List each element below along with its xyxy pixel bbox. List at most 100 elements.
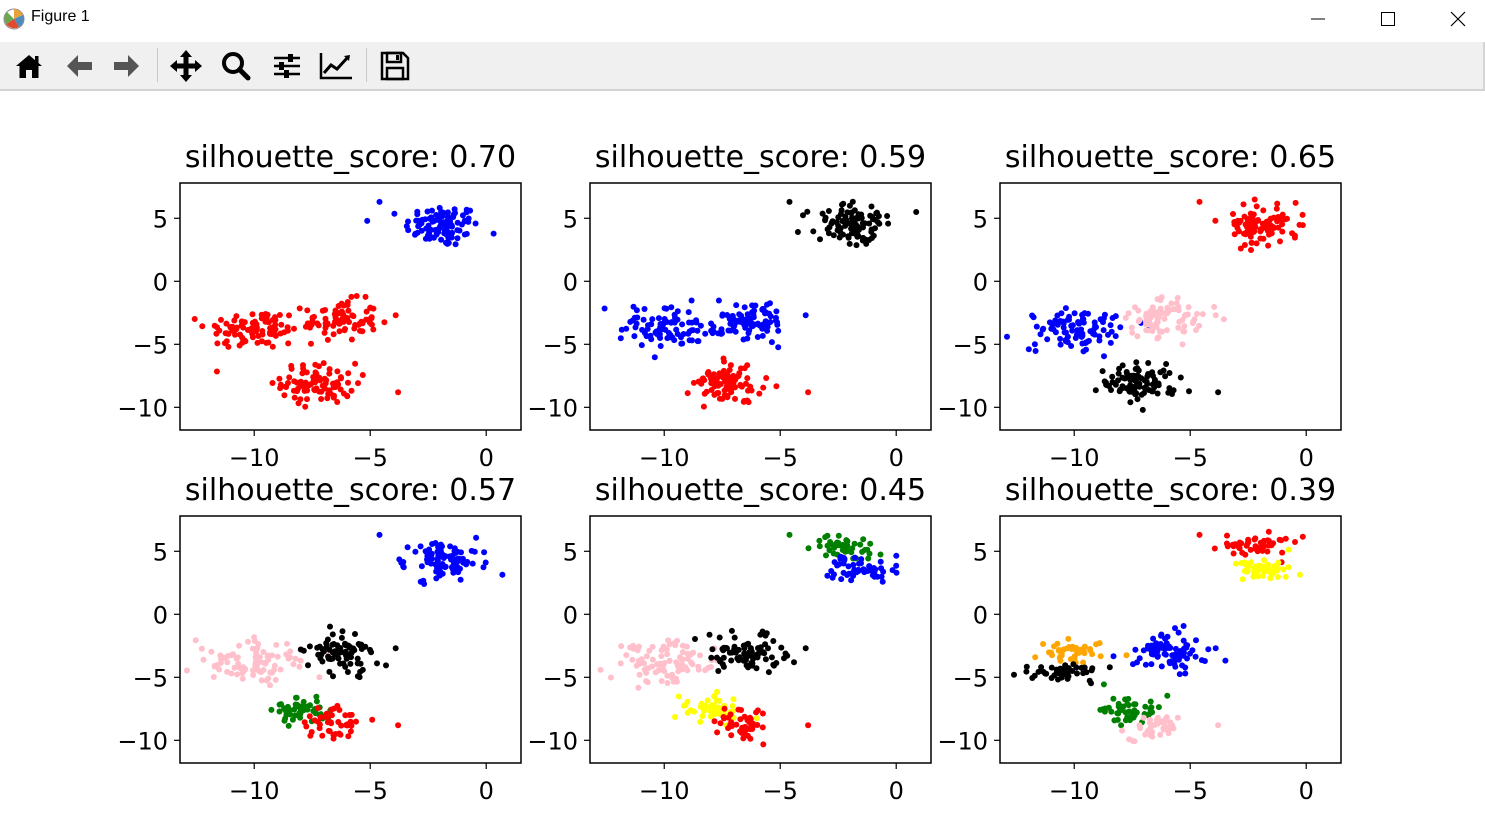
forward-button[interactable] (109, 48, 145, 84)
data-point (697, 322, 704, 329)
data-point (1129, 329, 1136, 336)
maximize-button[interactable] (1353, 0, 1423, 38)
data-point (392, 312, 399, 319)
data-point (826, 547, 833, 554)
data-point (633, 320, 640, 327)
data-point (1065, 673, 1072, 680)
data-point (284, 640, 290, 647)
data-point (893, 569, 900, 576)
back-button[interactable] (61, 48, 97, 84)
data-point (767, 313, 774, 320)
data-point (1081, 310, 1088, 317)
data-point (1240, 201, 1247, 208)
data-point (1140, 714, 1147, 721)
data-point (1180, 328, 1187, 335)
data-point (685, 309, 692, 316)
data-point (1126, 736, 1133, 743)
data-point (337, 374, 344, 381)
data-point (675, 693, 682, 700)
pan-button[interactable] (168, 48, 204, 84)
data-point (1080, 659, 1087, 666)
data-point (1131, 738, 1138, 745)
data-point (1185, 304, 1192, 311)
data-point (444, 209, 451, 216)
data-point (260, 667, 267, 673)
data-point (1280, 566, 1287, 573)
data-point (426, 215, 433, 222)
data-point (1269, 570, 1276, 577)
data-point (1055, 676, 1061, 683)
data-point (465, 218, 472, 225)
data-point (305, 662, 311, 669)
y-tick-label: −5 (543, 664, 578, 692)
minimize-button[interactable] (1283, 0, 1353, 38)
data-point (731, 634, 738, 641)
data-point (249, 330, 256, 337)
data-point (1096, 337, 1103, 344)
data-point (253, 666, 260, 673)
data-point (823, 552, 829, 559)
data-point (323, 710, 330, 717)
data-point (326, 370, 333, 377)
x-tick-label: −5 (353, 444, 388, 472)
data-point (835, 214, 842, 221)
save-button[interactable] (377, 48, 413, 84)
data-point (272, 332, 279, 339)
data-point (714, 688, 720, 695)
subplot-4: silhouette_score: 0.57 −10 −5 0 5 0 −5 −10 (117, 473, 522, 805)
data-point (311, 313, 317, 320)
data-point (316, 721, 323, 728)
data-point (223, 330, 230, 337)
data-point (258, 677, 265, 684)
data-point (276, 375, 283, 382)
data-point (331, 380, 338, 387)
data-point (322, 315, 329, 322)
data-point (400, 559, 407, 565)
data-point (674, 331, 681, 337)
data-point (873, 210, 880, 217)
data-point (234, 671, 241, 678)
scatter-points (1011, 528, 1306, 745)
data-point (1064, 316, 1071, 323)
data-point (449, 564, 455, 571)
data-point (663, 305, 670, 312)
data-point (1248, 239, 1255, 246)
data-point (1106, 664, 1113, 671)
data-point (1135, 367, 1142, 374)
data-point (1241, 230, 1247, 237)
data-point (680, 331, 687, 337)
data-point (1123, 369, 1130, 375)
subplot-1: silhouette_score: 0.70 −10 −5 0 5 0 −5 −10 (117, 140, 522, 472)
data-point (1251, 196, 1258, 203)
data-point (1143, 315, 1150, 322)
x-tick-label: 0 (889, 444, 904, 472)
configure-subplots-button[interactable] (269, 48, 305, 84)
data-point (244, 327, 251, 333)
edit-axes-button[interactable] (318, 48, 354, 84)
data-point (1233, 560, 1239, 567)
data-point (877, 551, 884, 558)
search-icon (222, 52, 251, 81)
data-point (296, 663, 303, 670)
data-point (463, 561, 470, 568)
close-button[interactable] (1423, 0, 1485, 38)
data-point (828, 568, 835, 574)
data-point (239, 675, 246, 682)
y-tick-label: −10 (937, 727, 988, 755)
data-point (1150, 635, 1157, 642)
data-point (754, 320, 761, 327)
data-point (845, 563, 852, 570)
data-point (256, 658, 263, 665)
data-point (1101, 353, 1107, 360)
data-point (1011, 671, 1017, 678)
zoom-button[interactable] (218, 48, 254, 84)
data-point (835, 532, 842, 539)
data-point (260, 649, 267, 655)
data-point (636, 671, 643, 678)
home-button[interactable] (11, 48, 47, 84)
data-point (1150, 372, 1156, 379)
data-point (750, 311, 757, 318)
x-tick-label: 0 (479, 777, 494, 805)
x-tick-label: −5 (763, 444, 798, 472)
data-point (287, 648, 294, 655)
